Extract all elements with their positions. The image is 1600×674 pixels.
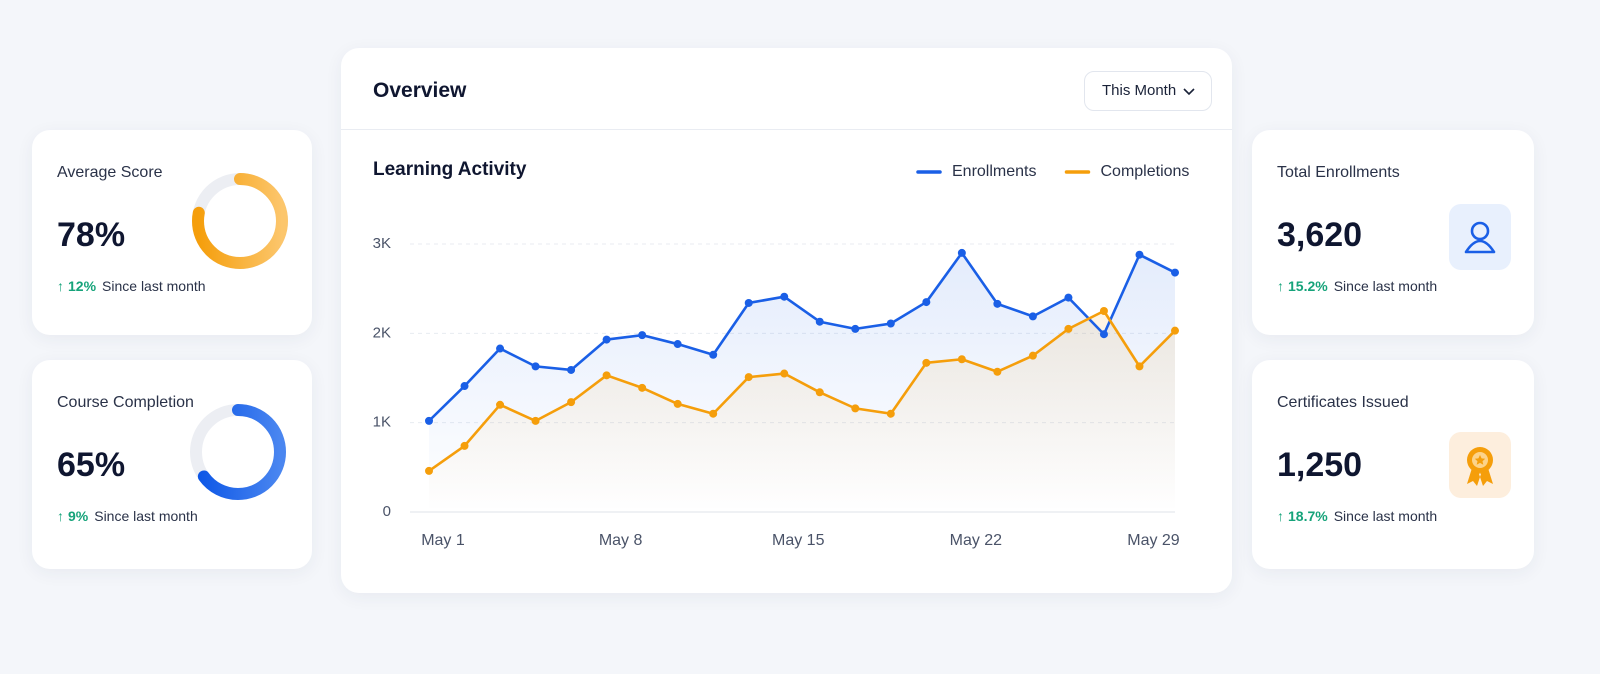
line <box>428 251 1176 422</box>
point <box>1099 307 1108 315</box>
y-tick-label: 3K <box>373 235 391 252</box>
point <box>922 358 931 367</box>
x-tick-label: May 1 <box>421 532 465 549</box>
card-value: 1,250 <box>1277 446 1363 484</box>
point <box>673 399 682 408</box>
point <box>638 331 647 340</box>
point <box>1028 351 1037 360</box>
point <box>780 369 789 378</box>
point <box>673 340 682 349</box>
point <box>602 371 611 380</box>
award-icon <box>1449 432 1511 498</box>
point <box>1064 324 1073 333</box>
legend-label: Completions <box>1100 163 1189 180</box>
card-change: ↑ 18.7% Since last month <box>1277 508 1438 524</box>
card-change: ↑ 9% Since last month <box>57 508 198 524</box>
x-tick-label: May 8 <box>599 532 643 549</box>
donut <box>190 404 286 500</box>
point <box>496 400 505 409</box>
point <box>957 248 966 257</box>
point <box>531 416 540 425</box>
divider <box>341 129 1232 130</box>
point <box>638 383 647 392</box>
card-value: 3,620 <box>1277 216 1363 254</box>
point <box>1135 250 1144 259</box>
card-title: Average Score <box>57 164 163 181</box>
point <box>993 367 1002 376</box>
point <box>1064 293 1073 302</box>
point <box>1171 268 1179 277</box>
point <box>709 350 718 359</box>
donut-arc <box>192 173 288 269</box>
change-value: 12% <box>68 278 97 294</box>
chevron <box>1183 88 1195 96</box>
x-tick-label: May 15 <box>772 532 825 549</box>
card-value: 78% <box>57 216 126 254</box>
user-icon <box>1449 204 1511 270</box>
point <box>531 362 540 371</box>
donut-arc <box>190 404 286 500</box>
card-title: Certificates Issued <box>1277 394 1409 411</box>
change-value: 9% <box>68 508 89 524</box>
change-note: Since last month <box>102 278 206 294</box>
area <box>429 311 1175 512</box>
panel-title: Overview <box>373 79 467 102</box>
x-tick-label: May 29 <box>1127 532 1180 549</box>
point <box>460 382 469 391</box>
y-tick-label: 2K <box>373 324 391 341</box>
point <box>425 466 433 475</box>
point <box>993 299 1002 308</box>
change-value: 15.2% <box>1288 278 1328 294</box>
change-note: Since last month <box>1333 278 1438 294</box>
stat-card: Average Score 78% ↑ 12% Since last month <box>32 130 312 335</box>
stat-card: Course Completion 65% ↑ 9% Since last mont… <box>32 360 312 569</box>
point <box>709 409 718 418</box>
point <box>1135 362 1144 371</box>
card-title: Total Enrollments <box>1277 164 1400 181</box>
line <box>428 309 1176 472</box>
dropdown-label: This Month <box>1102 82 1177 99</box>
point <box>1099 330 1108 339</box>
point <box>496 344 505 353</box>
point <box>1171 326 1179 335</box>
change-value: 18.7% <box>1288 508 1328 524</box>
point <box>460 441 469 450</box>
card-change: ↑ 12% Since last month <box>57 278 206 294</box>
period-dropdown[interactable]: This Month <box>1084 71 1212 111</box>
point <box>851 404 860 413</box>
change-note: Since last month <box>1333 508 1438 524</box>
point <box>602 335 611 344</box>
point <box>815 388 824 397</box>
point <box>744 298 753 307</box>
y-tick-label: 1K <box>373 414 391 431</box>
chart: Learning Activity 0 1K 2K 3K May 1 May 8 May 1… <box>373 159 1190 549</box>
card-value: 65% <box>57 446 126 484</box>
chart-title: Learning Activity <box>373 159 527 180</box>
donut <box>192 173 288 269</box>
card-title: Course Completion <box>57 394 194 411</box>
point <box>780 292 789 301</box>
point <box>886 319 895 328</box>
point <box>922 298 931 307</box>
change-note: Since last month <box>94 508 198 524</box>
point <box>957 355 966 364</box>
legend-label: Enrollments <box>952 163 1036 180</box>
point <box>815 317 824 326</box>
point <box>567 365 576 374</box>
point <box>425 416 433 425</box>
y-tick-label: 0 <box>383 503 391 520</box>
point <box>1028 312 1037 321</box>
overview-panel: Overview This Month Learning Activity 0 1… <box>341 48 1232 593</box>
card-change: ↑ 15.2% Since last month <box>1277 278 1438 294</box>
point <box>886 409 895 418</box>
x-tick-label: May 22 <box>950 532 1003 549</box>
point <box>744 373 753 382</box>
point <box>567 398 576 407</box>
stat-card: Total Enrollments 3,620 ↑ 15.2% Since last… <box>1252 130 1534 335</box>
stat-card: Certificates Issued 1,250 ↑ 18.7% Since la… <box>1252 360 1534 569</box>
point <box>851 324 860 333</box>
